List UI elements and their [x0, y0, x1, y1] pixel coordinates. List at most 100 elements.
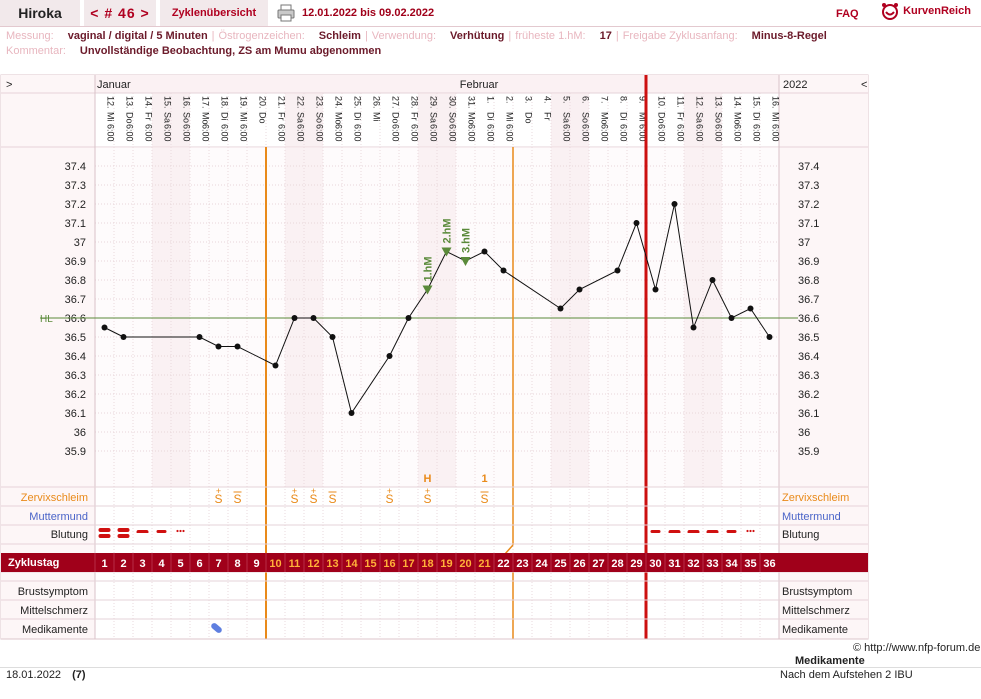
- comment-info-row: Kommentar: Unvollständige Beobachtung, ZS…: [6, 45, 381, 57]
- day-weekday-label: So: [448, 112, 458, 123]
- day-time-label: 6:00: [163, 124, 173, 142]
- day-weekday-label: Mo: [467, 112, 477, 125]
- day-date-label: 26.: [372, 96, 382, 109]
- day-time-label: 6:00: [125, 124, 135, 142]
- day-weekday-label: Mi: [505, 112, 515, 122]
- day-weekday-label: Mo: [201, 112, 211, 125]
- cycle-day-number: 21: [478, 558, 490, 570]
- y-tick-label-right: 36.2: [798, 389, 819, 401]
- user-name[interactable]: Hiroka: [0, 0, 80, 26]
- day-time-label: 6:00: [239, 124, 249, 142]
- day-weekday-label: Do: [524, 112, 534, 124]
- nav-left: >: [6, 79, 12, 91]
- site-logo[interactable]: KurvenReich: [880, 2, 971, 20]
- day-time-label: 6:00: [144, 124, 154, 142]
- cycle-overview-link[interactable]: Zyklenübersicht: [160, 0, 268, 26]
- cycle-day-band: [1, 553, 868, 572]
- cervix-mucus-plus: +: [216, 486, 221, 496]
- medication-entry: 18.01.2022 (7): [6, 669, 86, 681]
- medication-count: (7): [72, 669, 86, 681]
- day-date-label: 1.: [486, 96, 496, 104]
- y-tick-label-right: 36.8: [798, 275, 819, 287]
- bleeding-medium-gap: [136, 533, 149, 535]
- day-date-label: 3.: [524, 96, 534, 104]
- y-tick-label-left: 36.5: [65, 332, 86, 344]
- row-label-right: Blutung: [782, 529, 819, 541]
- cycle-day-number: 10: [269, 558, 281, 570]
- temperature-point: [272, 362, 279, 369]
- weekend-column: [152, 93, 171, 487]
- info-separator: |: [615, 30, 619, 42]
- y-tick-label-left: 36.8: [65, 275, 86, 287]
- day-time-label: 6:00: [752, 124, 762, 142]
- day-weekday-label: So: [581, 112, 591, 123]
- day-date-label: 16.: [771, 96, 781, 109]
- faq-link[interactable]: FAQ: [836, 8, 859, 20]
- cycle-day-number: 34: [725, 558, 738, 570]
- info-value: Verhütung: [450, 30, 505, 42]
- cycle-day-number: 19: [440, 558, 452, 570]
- temperature-point: [405, 315, 412, 321]
- info-label: Kommentar:: [6, 45, 66, 57]
- info-label: Freigabe Zyklusanfang:: [622, 30, 738, 42]
- bleeding-light: [650, 530, 661, 533]
- temperature-marker-triangle: [441, 247, 452, 257]
- temperature-point: [500, 267, 507, 274]
- day-date-label: 31.: [467, 96, 477, 109]
- day-weekday-label: Mi: [372, 112, 382, 122]
- cycle-day-number: 20: [459, 558, 471, 570]
- day-weekday-label: So: [182, 112, 192, 123]
- month-label-jan: Januar: [97, 79, 131, 91]
- cervix-mucus-plus: +: [425, 486, 430, 496]
- temperature-point: [671, 201, 678, 207]
- day-time-label: 6:00: [638, 124, 648, 142]
- y-tick-label-left: 36.7: [65, 294, 86, 306]
- day-date-label: 9.: [638, 96, 648, 104]
- cycle-day-number: 12: [307, 558, 319, 570]
- print-icon[interactable]: [277, 4, 295, 22]
- day-time-label: 6:00: [581, 124, 591, 142]
- temperature-point: [101, 324, 108, 331]
- day-weekday-label: Mi: [771, 112, 781, 122]
- day-date-label: 6.: [581, 96, 591, 104]
- day-time-label: 6:00: [220, 124, 230, 142]
- y-tick-label-left: 36: [74, 427, 86, 439]
- day-time-label: 6:00: [277, 124, 287, 142]
- day-date-label: 13.: [125, 96, 135, 109]
- y-tick-label-right: 36.9: [798, 256, 819, 268]
- copyright[interactable]: © http://www.nfp-forum.de: [853, 642, 981, 654]
- bleeding-heavy: [117, 528, 130, 532]
- year-label: 2022: [783, 79, 807, 91]
- day-date-label: 12.: [695, 96, 705, 109]
- day-time-label: 6:00: [315, 124, 325, 142]
- bleeding-light: [726, 530, 737, 533]
- day-weekday-label: So: [315, 112, 325, 123]
- day-date-label: 19.: [239, 96, 249, 109]
- y-tick-label-right: 35.9: [798, 446, 819, 458]
- y-tick-label-left: 37.4: [65, 161, 86, 173]
- day-date-label: 14.: [144, 96, 154, 109]
- row-label-right: Zervixschleim: [782, 492, 849, 504]
- info-separator: |: [211, 30, 215, 42]
- cycle-day-number: 18: [421, 558, 433, 570]
- row-label-left: Zyklustag: [8, 557, 59, 569]
- bleeding-spotting: [176, 529, 179, 533]
- temperature-point: [614, 267, 621, 274]
- cycle-day-number: 22: [497, 558, 509, 570]
- info-value: Schleim: [318, 30, 361, 42]
- bleeding-heavy: [98, 528, 111, 532]
- cervix-mucus-symbol: S: [328, 492, 336, 506]
- row-label-right: Medikamente: [782, 624, 848, 636]
- cycle-day-number: 6: [196, 558, 202, 570]
- day-weekday-label: Di: [220, 112, 230, 121]
- row-label-left: Medikamente: [22, 624, 88, 636]
- cycle-day-number: 2: [120, 558, 126, 570]
- day-time-label: 6:00: [733, 124, 743, 142]
- day-date-label: 25.: [353, 96, 363, 109]
- cycle-day-number: 1: [101, 558, 107, 570]
- cycle-navigator[interactable]: < # 46 >: [84, 0, 156, 26]
- cycle-day-number: 3: [139, 558, 145, 570]
- cycle-day-number: 35: [744, 558, 756, 570]
- bleeding-heavy: [98, 534, 111, 538]
- day-date-label: 2.: [505, 96, 515, 104]
